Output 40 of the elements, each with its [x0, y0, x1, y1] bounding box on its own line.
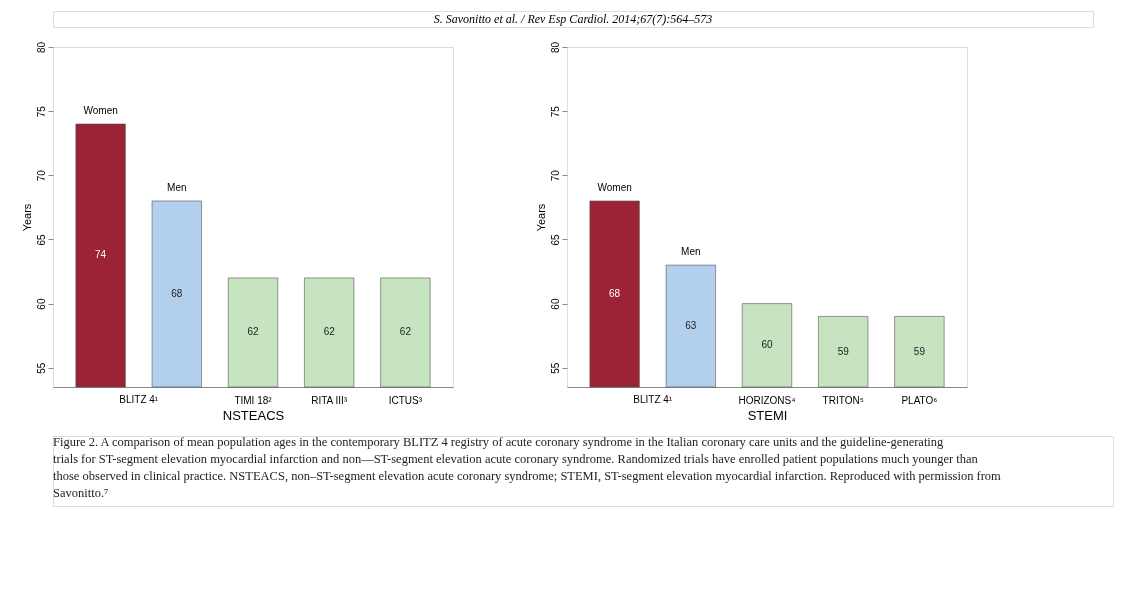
y-tick-label: 65: [549, 233, 561, 246]
data-label: 68: [171, 287, 183, 299]
y-tick-label: 75: [35, 105, 47, 118]
text: BLITZ 4¹: [119, 394, 159, 405]
y-tick-label: 70: [549, 169, 561, 182]
data-label: 62: [399, 326, 412, 338]
y-axis-title: Years: [20, 203, 33, 232]
y-axis-title: Years: [534, 203, 547, 232]
series-label: Women: [597, 181, 632, 193]
y-tick-label: 80: [35, 41, 47, 54]
data-label: 60: [761, 339, 773, 351]
data-label: 62: [247, 326, 259, 338]
data-label: 74: [95, 249, 107, 261]
text: BLITZ 4¹: [633, 394, 673, 405]
data-label: 59: [913, 345, 926, 357]
y-tick-label: 75: [549, 105, 561, 118]
data-label: 68: [609, 287, 621, 299]
y-tick-label: 80: [549, 41, 561, 54]
data-label: 59: [837, 345, 850, 357]
x-tick-label: ICTUS³: [388, 394, 423, 406]
series-label: Women: [83, 104, 118, 116]
caption: Figure 2. A comparison of mean population ages in the contemporary BLITZ 4 registry of acute coronary syndrome in the Italian coronary care units and the guideline-generating trials for ST-segment elevation myocardial infarction and non—ST-segment elevation acute coronary syndrome. Randomized trials have enrolled patient populations much younger than those observed in clinical practice. NSTEACS, non–ST-segment elevation acute coronary syndrome; STEMI, ST-segment elevation myocardial infarction. Reproduced with permission from Savonitto.⁷: [53, 435, 1002, 500]
x-tick-label: PLATO⁶: [901, 394, 938, 406]
x-tick-label: TIMI 18²: [234, 394, 273, 406]
y-tick-label: 55: [549, 362, 561, 374]
x-axis-title: STEMI: [747, 407, 788, 423]
y-tick-label: 55: [35, 362, 47, 374]
y-tick-label: 65: [35, 233, 47, 246]
x-axis-title: NSTEACS: [222, 407, 285, 423]
x-tick-label: RITA III³: [311, 394, 348, 406]
data-label: 63: [685, 320, 697, 332]
x-tick-label: HORIZONS⁴: [738, 394, 796, 406]
x-tick-label: TRITON⁵: [822, 394, 864, 406]
text: S. Savonitto et al. / Rev Esp Cardiol. 2014;67(7):564–573: [433, 12, 713, 26]
y-tick-label: 60: [549, 298, 561, 310]
series-label: Men: [167, 181, 187, 193]
y-tick-label: 70: [35, 169, 47, 182]
series-label: Men: [681, 246, 701, 258]
data-label: 62: [323, 326, 336, 338]
y-tick-label: 60: [35, 298, 47, 310]
